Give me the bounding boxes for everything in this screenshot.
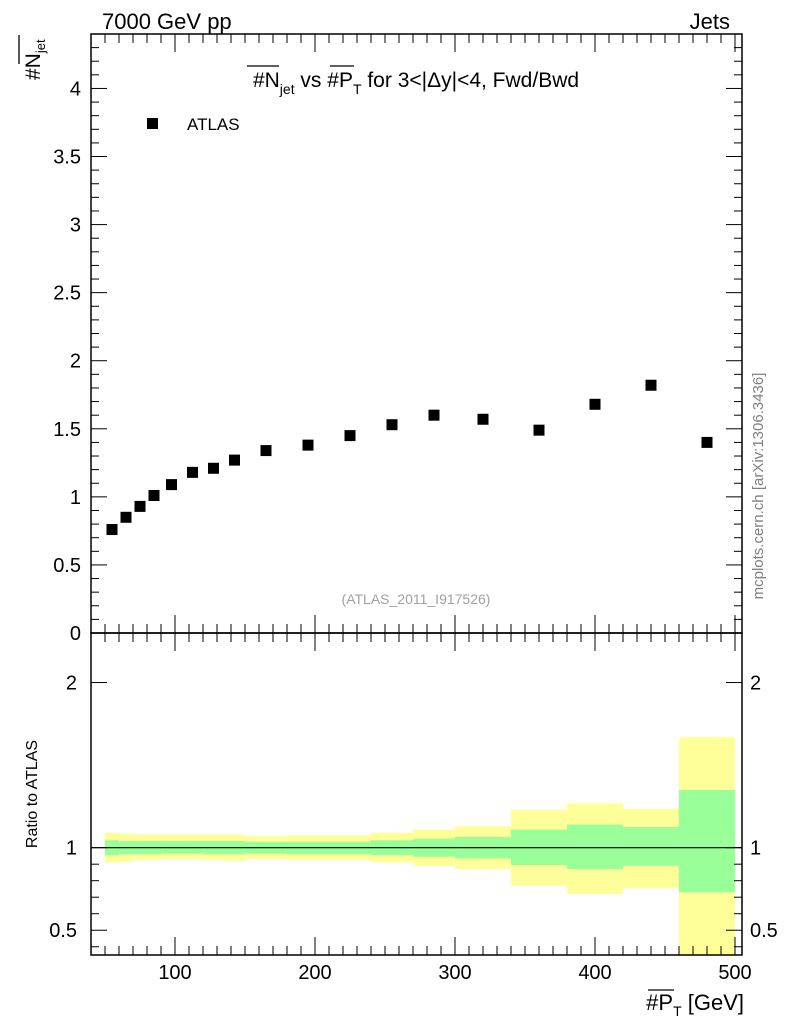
- ratio-y-tick-label: 2: [66, 673, 77, 695]
- ratio-y-tick-label-right: 0.5: [750, 920, 778, 942]
- x-tick-label: 500: [718, 962, 751, 984]
- top-panel: 00.511.522.533.54 #Njet vs #PT for 3<|Δy…: [18, 33, 743, 645]
- y-tick-label: 1.5: [53, 419, 81, 441]
- top-y-label: #Njet: [22, 39, 48, 80]
- y-tick-label: 3.5: [53, 147, 81, 169]
- data-point: [166, 479, 177, 491]
- data-point: [187, 466, 198, 478]
- y-tick-label: 2: [70, 351, 81, 373]
- data-point: [208, 462, 219, 474]
- ylabel-main: #N: [22, 53, 45, 80]
- data-point: [344, 430, 356, 442]
- title-sub2: T: [353, 81, 362, 97]
- data-point: [106, 524, 118, 536]
- category-label: Jets: [690, 9, 730, 34]
- bottom-panel: 0.5 0.5 1 1 2 2 100 200 300 400 500 Ratio to ATLA…: [24, 632, 778, 1019]
- data-point: [701, 436, 713, 448]
- watermark: mcplots.cern.ch [arXiv:1306.3436]: [750, 373, 767, 600]
- x-tick-label: 400: [578, 962, 611, 984]
- data-point: [229, 454, 240, 466]
- data-markers: [106, 379, 713, 536]
- y-tick-label: 2.5: [53, 283, 81, 305]
- xlabel-main: #P: [646, 990, 673, 1015]
- band-inner: [623, 827, 679, 866]
- data-point: [428, 409, 440, 421]
- data-point: [302, 439, 314, 451]
- ratio-y-tick-label: 0.5: [49, 920, 77, 942]
- xlabel-sub: T: [673, 1003, 682, 1019]
- bottom-panel-frame: [90, 632, 743, 956]
- ratio-y-tick-label-right: 2: [750, 673, 761, 695]
- data-point: [477, 413, 489, 425]
- bottom-panel-ticks: 0.5 0.5 1 1 2 2: [49, 673, 778, 948]
- y-tick-label: 0: [70, 623, 81, 645]
- top-panel-ticks: 0 0.5 1 1.5 2 2.5 3 3.5 4: [53, 33, 742, 645]
- y-tick-label: 4: [70, 78, 81, 100]
- y-tick-label: 1: [70, 487, 81, 509]
- band-inner: [567, 824, 623, 870]
- analysis-id: (ATLAS_2011_I917526): [342, 591, 491, 607]
- title-suffix: for 3<|Δy|<4, Fwd/Bwd: [362, 69, 580, 92]
- title-prefix: #N: [253, 69, 280, 92]
- legend-marker: [147, 118, 158, 129]
- y-tick-label: 3: [70, 215, 81, 237]
- ratio-y-tick-label: 1: [66, 838, 77, 860]
- ratio-y-tick-label-right: 1: [750, 838, 761, 860]
- energy-label: 7000 GeV pp: [102, 9, 232, 34]
- ylabel-sub: jet: [33, 39, 48, 54]
- data-point: [589, 398, 601, 410]
- x-axis-label: #PT [GeV]: [646, 990, 744, 1019]
- title-sub: jet: [279, 81, 295, 97]
- xlabel-unit: [GeV]: [682, 990, 744, 1015]
- y-tick-label: 0.5: [53, 555, 81, 577]
- band-inner: [679, 789, 735, 893]
- x-tick-label: 200: [298, 962, 331, 984]
- data-point: [134, 500, 146, 512]
- data-point: [386, 419, 398, 431]
- x-axis-ticks: 100 200 300 400 500: [104, 633, 752, 984]
- data-point: [533, 424, 545, 436]
- title-mid: vs #P: [295, 69, 353, 92]
- ratio-y-label: Ratio to ATLAS: [24, 740, 41, 848]
- data-point: [148, 490, 160, 502]
- legend-label: ATLAS: [187, 115, 240, 134]
- x-tick-label: 300: [438, 962, 471, 984]
- x-tick-label: 100: [158, 962, 191, 984]
- uncertainty-bands: [105, 737, 735, 955]
- data-point: [120, 511, 132, 523]
- plot-title: #Njet vs #PT for 3<|Δy|<4, Fwd/Bwd: [253, 69, 579, 97]
- data-point: [260, 445, 272, 457]
- data-point: [645, 379, 657, 391]
